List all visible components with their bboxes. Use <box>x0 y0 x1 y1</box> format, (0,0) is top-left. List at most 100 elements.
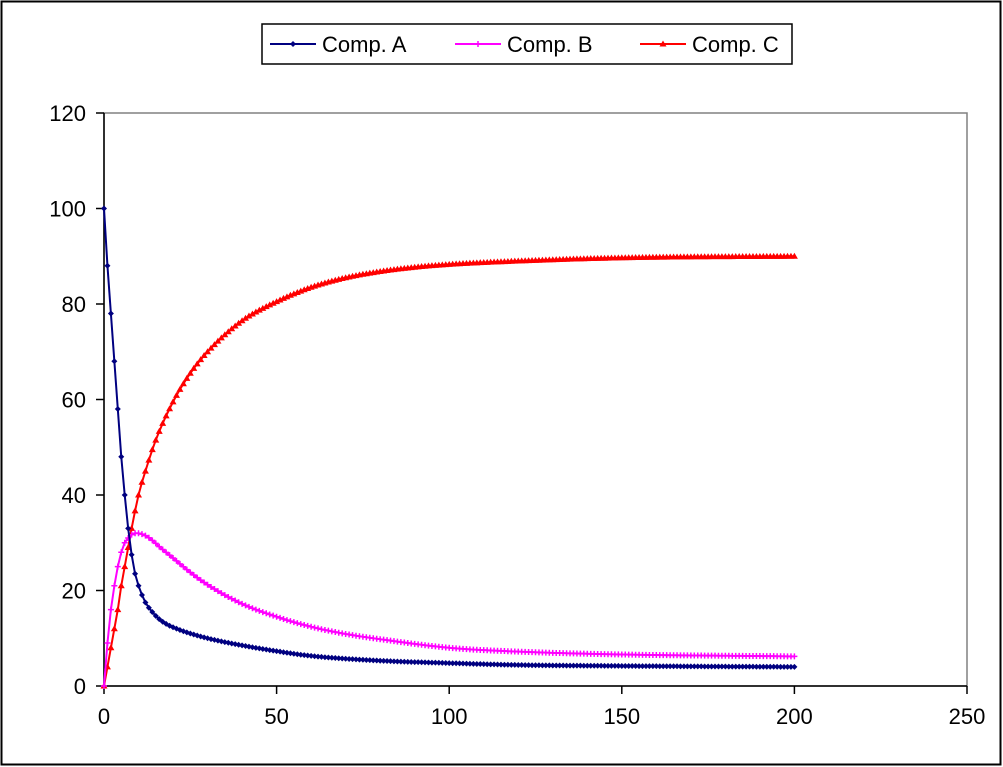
data-point <box>667 663 674 670</box>
data-point <box>155 427 163 434</box>
data-point <box>190 364 198 371</box>
legend-label: Comp. A <box>322 32 407 57</box>
data-point <box>418 659 425 666</box>
data-point <box>611 662 618 669</box>
data-point <box>138 591 145 598</box>
data-point <box>790 252 798 259</box>
data-point <box>273 613 280 620</box>
data-point <box>149 537 156 544</box>
data-point <box>594 662 601 669</box>
data-point <box>308 623 315 630</box>
data-point <box>415 659 422 666</box>
data-point <box>791 663 798 670</box>
data-point <box>145 534 152 541</box>
data-point <box>784 663 791 670</box>
data-point <box>169 398 177 405</box>
x-tick-label: 150 <box>603 704 640 729</box>
y-tick-label: 80 <box>62 292 86 317</box>
axes-layer: 0 20 40 60 80 100 120 0 50 100 150 200 250 <box>49 101 985 729</box>
data-point <box>255 306 263 313</box>
data-point <box>328 654 335 661</box>
data-point <box>132 570 139 577</box>
data-point <box>377 657 384 664</box>
data-point <box>259 609 266 616</box>
data-point <box>256 607 263 614</box>
data-point <box>208 583 215 590</box>
data-point <box>511 661 518 668</box>
data-point <box>210 341 218 348</box>
legend-swatch-marker <box>659 40 667 47</box>
data-point <box>308 652 315 659</box>
data-point <box>632 663 639 670</box>
data-point <box>739 663 746 670</box>
data-point <box>221 592 228 599</box>
data-point <box>604 662 611 669</box>
data-point <box>110 625 118 632</box>
data-point <box>311 653 318 660</box>
data-point <box>117 582 125 589</box>
data-point <box>680 663 687 670</box>
data-point <box>228 325 236 332</box>
data-point <box>532 662 539 669</box>
data-point <box>301 622 308 629</box>
y-tick-label: 40 <box>62 483 86 508</box>
data-point <box>425 659 432 666</box>
data-point <box>736 663 743 670</box>
data-point <box>111 358 118 365</box>
data-point <box>270 612 277 619</box>
data-point <box>152 612 159 619</box>
data-point <box>262 303 270 310</box>
data-point <box>591 662 598 669</box>
data-point <box>781 663 788 670</box>
data-point <box>141 467 149 474</box>
data-point <box>408 658 415 665</box>
data-point <box>173 557 180 564</box>
data-point <box>152 436 160 443</box>
data-point <box>435 659 442 666</box>
data-point <box>193 360 201 367</box>
data-point <box>231 322 239 329</box>
data-point <box>646 663 653 670</box>
data-point <box>370 657 377 664</box>
data-point <box>145 604 152 611</box>
data-point <box>791 653 798 660</box>
legend-label: Comp. C <box>692 32 779 57</box>
data-point <box>501 661 508 668</box>
data-point <box>228 595 235 602</box>
data-point <box>197 577 204 584</box>
data-point <box>128 551 135 558</box>
data-point <box>339 655 346 662</box>
x-tick-label: 50 <box>264 704 288 729</box>
data-point <box>570 662 577 669</box>
data-point <box>204 348 212 355</box>
series-0 <box>101 205 798 670</box>
data-point <box>449 660 456 667</box>
data-point <box>497 661 504 668</box>
data-point <box>601 662 608 669</box>
legend-swatch-marker <box>475 41 481 47</box>
data-point <box>491 661 498 668</box>
data-point <box>152 540 159 547</box>
data-point <box>756 663 763 670</box>
data-point <box>145 456 153 463</box>
data-point <box>380 657 387 664</box>
data-point <box>587 662 594 669</box>
data-point <box>114 606 122 613</box>
y-tick-label: 100 <box>49 197 86 222</box>
data-point <box>290 619 297 626</box>
data-point <box>456 660 463 667</box>
data-point <box>114 406 121 413</box>
data-point <box>743 663 750 670</box>
data-point <box>529 662 536 669</box>
data-point <box>259 304 267 311</box>
data-point <box>694 663 701 670</box>
data-point <box>149 608 156 615</box>
data-point <box>553 662 560 669</box>
series-1 <box>101 530 798 689</box>
data-point <box>708 663 715 670</box>
data-point <box>373 657 380 664</box>
data-point <box>321 654 328 661</box>
data-point <box>111 582 118 589</box>
